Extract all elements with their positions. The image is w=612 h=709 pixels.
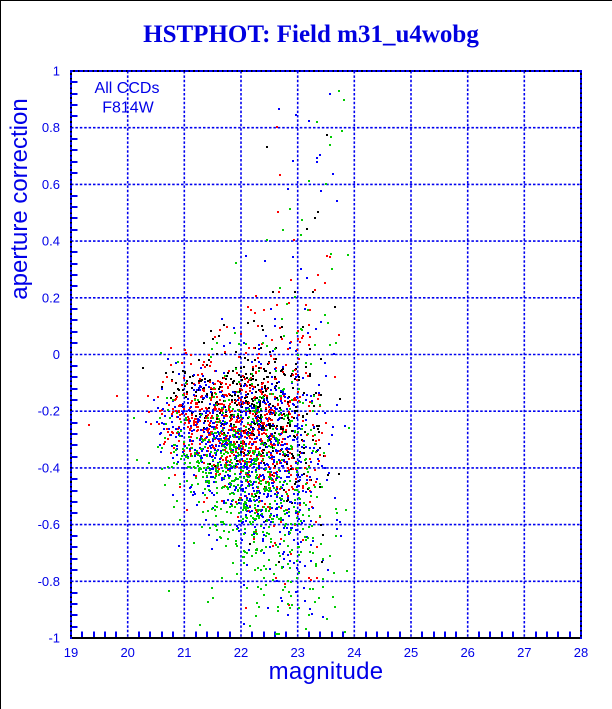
svg-text:26: 26 — [460, 645, 474, 660]
svg-text:0.8: 0.8 — [42, 120, 60, 135]
svg-text:-1: -1 — [48, 631, 60, 646]
svg-text:0.6: 0.6 — [42, 177, 60, 192]
svg-text:All CCDs: All CCDs — [95, 80, 160, 97]
svg-text:21: 21 — [177, 645, 191, 660]
svg-text:0.4: 0.4 — [42, 234, 60, 249]
svg-text:20: 20 — [120, 645, 134, 660]
svg-text:F814W: F814W — [102, 100, 154, 117]
svg-text:magnitude: magnitude — [269, 658, 384, 685]
svg-text:25: 25 — [404, 645, 418, 660]
svg-text:0: 0 — [53, 347, 60, 362]
svg-text:24: 24 — [347, 645, 361, 660]
svg-text:-0.6: -0.6 — [38, 517, 60, 532]
svg-text:0.2: 0.2 — [42, 290, 60, 305]
svg-text:19: 19 — [64, 645, 78, 660]
svg-text:22: 22 — [234, 645, 248, 660]
svg-text:-0.4: -0.4 — [38, 460, 60, 475]
svg-text:-0.8: -0.8 — [38, 574, 60, 589]
svg-text:27: 27 — [517, 645, 531, 660]
svg-text:-0.2: -0.2 — [38, 404, 60, 419]
svg-text:HSTPHOT: Field m31_u4wobg: HSTPHOT: Field m31_u4wobg — [143, 21, 479, 48]
svg-text:aperture correction: aperture correction — [6, 98, 33, 299]
svg-text:1: 1 — [53, 64, 60, 79]
svg-text:23: 23 — [290, 645, 304, 660]
svg-text:28: 28 — [574, 645, 588, 660]
